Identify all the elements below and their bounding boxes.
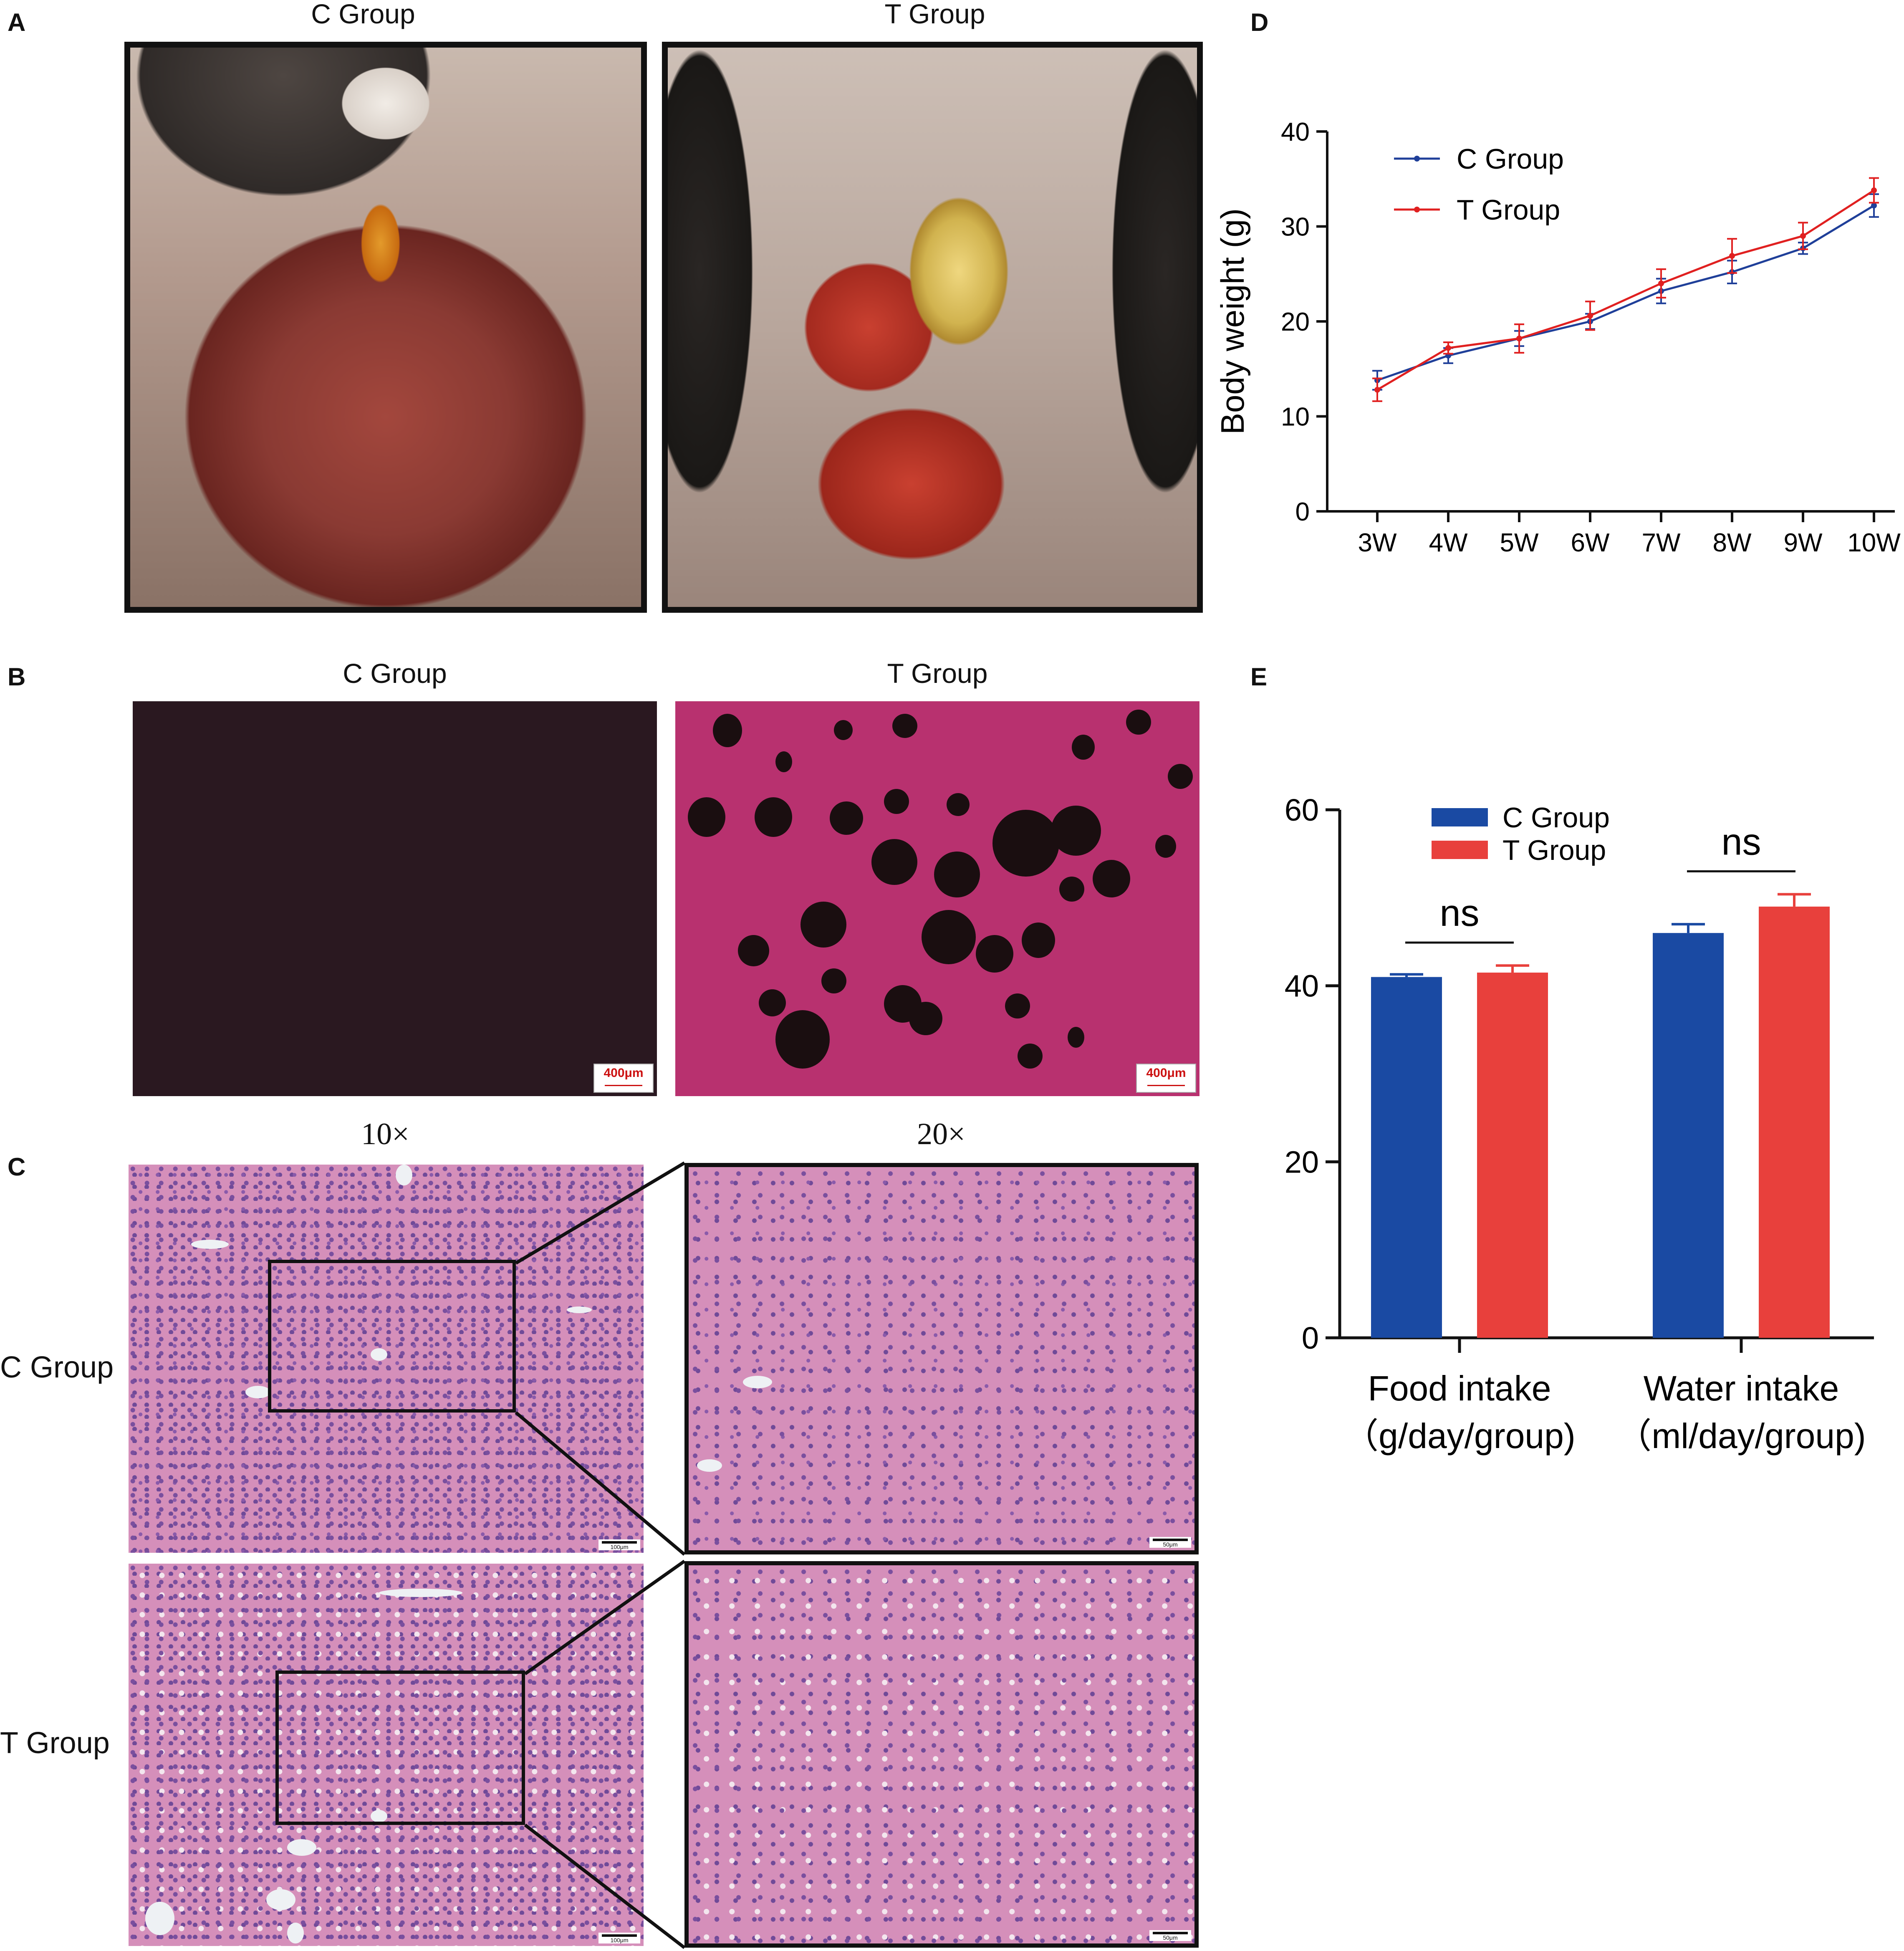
- scale-bar: 400μm: [593, 1064, 654, 1093]
- panel-b-right-title: T Group: [887, 658, 988, 689]
- y-tick-label: 20: [1285, 1145, 1319, 1179]
- panel-c-row-bottom: T Group: [0, 1726, 110, 1760]
- x-tick-label: 6W: [1571, 528, 1610, 557]
- data-point: [1445, 345, 1451, 351]
- panel-letter-e: E: [1250, 663, 1268, 691]
- series-line-t-group: [1376, 189, 1875, 391]
- panel-letter-d: D: [1250, 8, 1269, 36]
- scale-bar-label: 50μm: [1163, 1934, 1178, 1941]
- bar-c-group: [1371, 977, 1442, 1338]
- x-tick-label: 10W: [1847, 528, 1901, 557]
- bar-t-group: [1759, 906, 1830, 1338]
- scale-bar: 400μm: [1136, 1064, 1196, 1093]
- panel-letter-b: B: [8, 663, 26, 691]
- significance-label: ns: [1439, 892, 1479, 934]
- x-tick-label: Water intake: [1644, 1369, 1839, 1408]
- panel-a-t-group-photo: [662, 42, 1203, 613]
- zoom-region-box: [268, 1260, 516, 1413]
- y-tick-label: 20: [1281, 308, 1310, 336]
- histology-t-group-10x: 100μm: [129, 1564, 644, 1946]
- panel-a-left-title: C Group: [311, 0, 415, 29]
- x-tick-label: 8W: [1713, 528, 1752, 557]
- series-line-c-group: [1377, 205, 1875, 382]
- legend-swatch: [1432, 841, 1488, 859]
- y-tick-label: 10: [1281, 403, 1310, 432]
- bar-t-group: [1477, 973, 1548, 1338]
- histology-t-group-20x: 50μm: [684, 1561, 1199, 1948]
- scale-bar-label: 400μm: [1146, 1066, 1186, 1080]
- scale-bar-label: 400μm: [604, 1066, 644, 1080]
- data-point: [1800, 233, 1806, 239]
- x-tick-label: 5W: [1500, 528, 1539, 557]
- panel-c-col-right: 20×: [917, 1117, 965, 1151]
- x-tick-label: Food intake: [1368, 1369, 1551, 1408]
- x-tick-label: 3W: [1358, 528, 1397, 557]
- data-point: [1516, 335, 1522, 341]
- data-point: [1374, 387, 1380, 393]
- legend-marker: [1414, 207, 1420, 212]
- significance-label: ns: [1721, 821, 1761, 863]
- x-tick-label: （ml/day/group): [1616, 1416, 1866, 1456]
- scale-bar: 50μm: [1149, 1930, 1191, 1941]
- y-tick-label: 40: [1285, 969, 1319, 1003]
- panel-letter-a: A: [8, 8, 26, 36]
- data-point: [1587, 313, 1593, 319]
- legend-label: T Group: [1502, 834, 1606, 866]
- legend-label: T Group: [1457, 194, 1560, 226]
- y-tick-label: 60: [1285, 793, 1319, 827]
- legend-label: C Group: [1502, 802, 1610, 834]
- panel-c-row-top: C Group: [0, 1351, 114, 1384]
- y-tick-label: 0: [1295, 498, 1310, 526]
- legend-marker: [1414, 156, 1420, 162]
- data-point: [1658, 281, 1664, 286]
- data-point: [1871, 202, 1877, 209]
- panel-c-col-left: 10×: [361, 1117, 409, 1151]
- panel-a-right-title: T Group: [884, 0, 985, 29]
- body-weight-line-chart: 0 10 20 30 40 3W 4W 5W 6W 7W 8W 9W 10W Body weight (g…: [1214, 118, 1901, 557]
- x-tick-label: 7W: [1642, 528, 1681, 557]
- scale-bar-label: 100μm: [610, 1937, 629, 1943]
- scale-bar: 100μm: [598, 1539, 640, 1550]
- panel-letter-c: C: [8, 1153, 26, 1181]
- data-point: [1871, 187, 1877, 194]
- panel-b-c-group-image: 400μm: [133, 701, 657, 1096]
- scale-bar-label: 100μm: [610, 1544, 629, 1550]
- panel-b-t-group-image: 400μm: [675, 701, 1199, 1096]
- x-tick-label: （g/day/group): [1343, 1416, 1576, 1456]
- y-tick-label: 40: [1281, 118, 1310, 147]
- bar-c-group: [1653, 933, 1724, 1338]
- data-point: [1729, 253, 1735, 259]
- y-tick-label: 0: [1302, 1321, 1319, 1355]
- y-axis-label: Body weight (g): [1214, 208, 1251, 435]
- x-tick-label: 9W: [1784, 528, 1823, 557]
- scale-bar: 100μm: [598, 1933, 640, 1943]
- panel-b-left-title: C Group: [343, 658, 447, 689]
- histology-c-group-10x: 100μm: [129, 1165, 644, 1553]
- scale-bar-label: 50μm: [1163, 1541, 1178, 1548]
- legend-swatch: [1432, 808, 1488, 826]
- legend-label: C Group: [1457, 143, 1564, 175]
- x-tick-label: 4W: [1429, 528, 1468, 557]
- scale-bar: 50μm: [1149, 1537, 1191, 1548]
- y-tick-label: 30: [1281, 213, 1310, 242]
- histology-c-group-20x: 50μm: [684, 1163, 1199, 1554]
- panel-a-c-group-photo: [124, 42, 647, 613]
- zoom-region-box: [275, 1670, 525, 1825]
